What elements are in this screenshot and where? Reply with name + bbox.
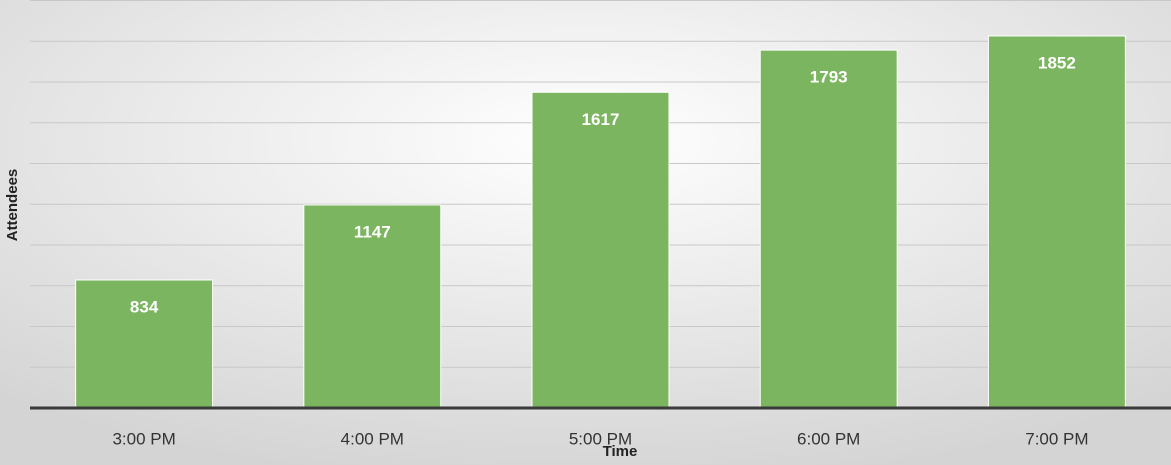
x-tick-label: 6:00 PM [797, 429, 860, 448]
x-tick-label: 5:00 PM [569, 429, 632, 448]
bar [759, 49, 898, 409]
x-tick-label: 4:00 PM [341, 429, 404, 448]
x-tick-label: 3:00 PM [112, 429, 175, 448]
bar [75, 279, 214, 409]
data-label: 1617 [582, 110, 620, 129]
data-label: 1793 [810, 68, 848, 87]
bar [987, 35, 1126, 409]
x-tick-label: 7:00 PM [1025, 429, 1088, 448]
bar [531, 91, 670, 409]
bar [303, 204, 442, 409]
y-axis-label: Attendees [4, 169, 21, 242]
data-label: 834 [130, 297, 159, 316]
data-label: 1147 [354, 222, 391, 241]
x-axis-label: Time [603, 443, 638, 460]
data-label: 1852 [1038, 53, 1076, 72]
